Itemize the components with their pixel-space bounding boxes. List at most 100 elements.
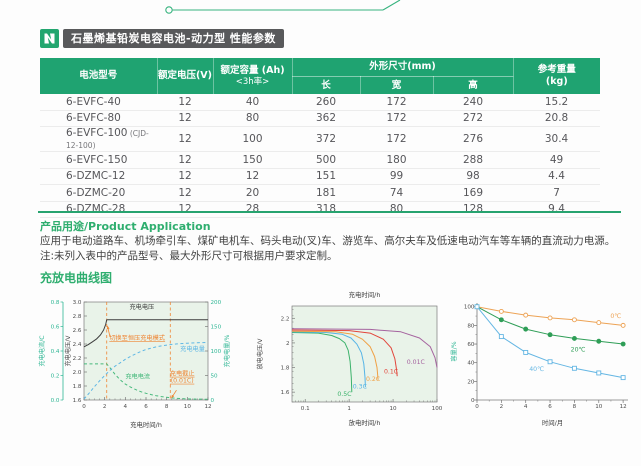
svg-text:0: 0 <box>471 398 475 404</box>
spec-table-header: 电池型号 额定电压(V) 额定容量 (Ah) <3h率> 外形尺寸(mm) 参考… <box>40 58 601 94</box>
svg-text:0.1: 0.1 <box>301 406 310 412</box>
svg-text:0.6: 0.6 <box>51 325 60 331</box>
cell-capacity: 12 <box>213 168 292 185</box>
svg-text:充电电压/V: 充电电压/V <box>64 335 72 367</box>
cell-width: 180 <box>360 151 433 169</box>
svg-text:40: 40 <box>467 361 475 367</box>
cell-width: 74 <box>360 184 433 202</box>
curves-heading: 充放电曲线图 <box>40 271 113 285</box>
cell-length: 362 <box>292 110 360 127</box>
svg-text:1.6: 1.6 <box>73 398 82 404</box>
svg-text:12: 12 <box>204 404 211 410</box>
svg-text:60: 60 <box>467 342 475 348</box>
table-row: 6-EVFC-40 12 40 260 172 240 15.2 <box>40 94 601 111</box>
svg-text:1.6: 1.6 <box>281 390 290 396</box>
capacity-retention-chart: 0 2 4 6 8 10 12 时间/月 0 20 40 60 80 100 容量/% 0℃ 20℃ 40℃ <box>450 303 628 427</box>
svg-text:时间/月: 时间/月 <box>542 418 563 427</box>
table-row: 6-EVFC-100 (CJD-12-100) 12 100 372 172 276 30.… <box>40 126 601 152</box>
svg-text:10: 10 <box>184 404 192 410</box>
cell-width: 99 <box>360 168 433 185</box>
svg-text:40℃: 40℃ <box>529 366 544 373</box>
table-row: 6-DZMC-20 12 20 181 74 169 7 <box>40 184 601 202</box>
svg-text:放电时间/h: 放电时间/h <box>349 418 381 427</box>
col-capacity: 额定容量 (Ah) <3h率> <box>212 58 292 94</box>
application-text: 应用于电动道路车、机场牵引车、煤矿电机车、码头电动(叉)车、游览车、高尔夫车及低… <box>40 235 616 247</box>
svg-text:8: 8 <box>573 404 577 410</box>
cell-height: 169 <box>433 184 514 202</box>
cell-model: 6-EVFC-100 (CJD-12-100) <box>40 126 157 152</box>
cell-model: 6-EVFC-150 <box>40 151 157 169</box>
series-0.01C <box>291 328 438 368</box>
svg-text:充电电量/%: 充电电量/% <box>223 335 231 368</box>
svg-text:容量/%: 容量/% <box>450 341 458 361</box>
svg-text:放电电压/V: 放电电压/V <box>256 338 264 370</box>
cell-weight: 7 <box>513 184 601 202</box>
svg-text:充电电压: 充电电压 <box>129 303 154 311</box>
col-model: 电池型号 <box>40 58 157 94</box>
svg-text:6: 6 <box>548 404 552 410</box>
svg-text:100: 100 <box>211 349 222 355</box>
cell-width: 172 <box>360 94 433 111</box>
svg-text:1.8: 1.8 <box>73 384 82 390</box>
svg-text:4: 4 <box>124 404 128 410</box>
series-充电电流 <box>84 363 209 400</box>
cell-model: 6-EVFC-80 <box>40 110 157 127</box>
svg-text:0.3C: 0.3C <box>353 383 367 390</box>
cell-weight: 30.4 <box>513 126 601 152</box>
series-0.3C <box>291 331 366 388</box>
svg-text:200: 200 <box>211 300 222 306</box>
table-row: 6-DZMC-28 12 28 318 80 128 9.4 <box>40 201 601 218</box>
svg-text:2.6: 2.6 <box>73 328 82 334</box>
svg-text:150: 150 <box>211 325 222 331</box>
cell-height: 128 <box>433 201 514 218</box>
table-row: 6-EVFC-80 12 80 362 172 272 20.8 <box>40 110 601 127</box>
series-0.1C <box>291 329 398 377</box>
cell-voltage: 12 <box>157 94 213 111</box>
svg-text:0℃: 0℃ <box>610 313 621 320</box>
page-title: 石墨烯基铅炭电容电池-动力型 性能参数 <box>63 29 284 48</box>
svg-text:2.2: 2.2 <box>73 356 82 362</box>
application-heading: 产品用途/Product Application <box>40 220 211 233</box>
svg-text:0: 0 <box>82 404 86 410</box>
svg-text:充电电流/C: 充电电流/C <box>38 335 46 366</box>
svg-text:充电时间/h: 充电时间/h <box>130 420 162 429</box>
discharge-curve-chart: 0.1 1 10 100 放电时间/h 充电时间/h 1.6 1.8 2 2.2 放电电压/V 0.5… <box>256 290 443 427</box>
svg-text:2.4: 2.4 <box>73 342 82 348</box>
svg-text:0.2: 0.2 <box>51 374 60 380</box>
cell-height: 276 <box>433 126 514 152</box>
svg-text:充电电量: 充电电量 <box>180 345 205 353</box>
cell-capacity: 40 <box>213 94 292 111</box>
col-dimensions: 外形尺寸(mm) <box>291 58 514 77</box>
col-height: 高 <box>432 76 514 94</box>
cell-model: 6-DZMC-12 <box>40 168 157 185</box>
cell-width: 172 <box>360 110 433 127</box>
cell-model: 6-DZMC-28 <box>40 201 157 218</box>
cell-capacity: 20 <box>213 184 292 202</box>
cell-voltage: 12 <box>157 201 213 218</box>
col-voltage: 额定电压(V) <box>156 58 213 94</box>
cell-voltage: 12 <box>157 110 213 127</box>
cell-voltage: 12 <box>157 126 213 152</box>
svg-text:0: 0 <box>211 398 215 404</box>
cell-weight: 9.4 <box>513 201 601 218</box>
cell-height: 272 <box>433 110 514 127</box>
svg-text:充电截止: 充电截止 <box>170 370 195 378</box>
cell-height: 288 <box>433 151 514 169</box>
cell-voltage: 12 <box>157 168 213 185</box>
svg-text:8: 8 <box>165 404 169 410</box>
svg-text:6: 6 <box>144 404 148 410</box>
svg-text:10: 10 <box>390 406 398 412</box>
col-length: 长 <box>291 76 360 94</box>
cell-length: 500 <box>292 151 360 169</box>
application-note: 注:未列入表中的产品型号、最大外形尺寸可根据用户要求定制。 <box>40 250 338 262</box>
svg-text:2: 2 <box>500 404 504 410</box>
cell-weight: 15.2 <box>513 94 601 111</box>
cell-height: 240 <box>433 94 514 111</box>
svg-text:0.0: 0.0 <box>51 398 60 404</box>
svg-text:充电电流: 充电电流 <box>125 373 150 381</box>
svg-text:20℃: 20℃ <box>571 347 586 354</box>
spec-table: 电池型号 额定电压(V) 额定容量 (Ah) <3h率> 外形尺寸(mm) 参考… <box>40 58 601 218</box>
cell-voltage: 12 <box>157 151 213 169</box>
svg-text:12: 12 <box>620 404 627 410</box>
